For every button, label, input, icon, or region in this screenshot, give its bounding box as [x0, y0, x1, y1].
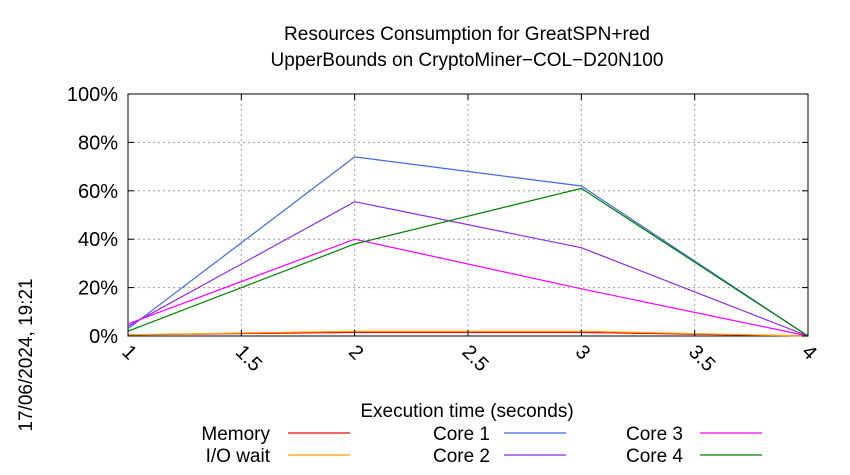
x-tick-label: 3	[571, 341, 594, 364]
x-axis-label: Execution time (seconds)	[360, 401, 573, 422]
legend-label-memory: Memory	[201, 424, 270, 445]
grid	[128, 94, 808, 336]
x-tick-label: 2	[344, 341, 367, 364]
chart-title: Resources Consumption for GreatSPN+red	[284, 24, 650, 45]
y-tick-label: 0%	[89, 326, 118, 348]
legend-label-core-1: Core 1	[433, 424, 490, 445]
y-tick-label: 80%	[78, 132, 118, 154]
legend-label-core-3: Core 3	[626, 424, 683, 445]
x-tick-label: 4	[797, 341, 820, 364]
series-line-core-4	[127, 187, 809, 337]
series-line-core-2	[127, 201, 809, 337]
y-tick-label: 100%	[67, 84, 118, 106]
series-line-core-1	[127, 156, 809, 337]
legend-label-core-2: Core 2	[433, 446, 490, 467]
y-tick-label: 20%	[78, 278, 118, 300]
x-tick-label: 1.5	[231, 341, 266, 376]
x-tick-label: 3.5	[684, 341, 719, 376]
chart-subtitle: UpperBounds on CryptoMiner−COL−D20N100	[271, 50, 664, 71]
legend-label-core-4: Core 4	[626, 446, 683, 467]
legend-label-i-o-wait: I/O wait	[206, 446, 271, 467]
x-tick-label: 2.5	[457, 341, 492, 376]
y-tick-label: 40%	[78, 229, 118, 251]
timestamp-label: 17/06/2024, 19:21	[16, 278, 37, 431]
x-tick-label: 1	[117, 341, 140, 364]
series-line-core-3	[127, 238, 809, 337]
y-tick-label: 60%	[78, 181, 118, 203]
